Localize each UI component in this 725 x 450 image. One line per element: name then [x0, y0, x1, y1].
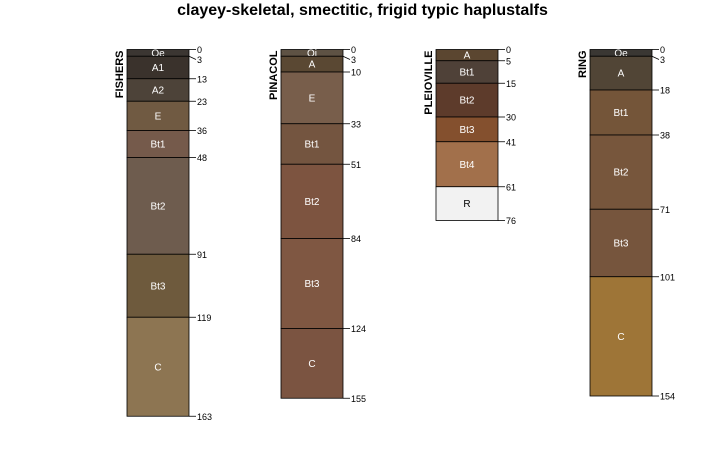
horizon-bt3 [435, 116, 499, 143]
horizon-bt1 [589, 89, 653, 136]
horizon-bt4 [435, 141, 499, 188]
horizon-label: Bt3 [304, 279, 319, 290]
depth-label: 15 [506, 79, 516, 89]
horizon-label: Oe [151, 48, 165, 59]
depth-label: 38 [660, 131, 670, 141]
profile-name: PLEIOVILLE [423, 51, 435, 115]
horizon-c [589, 276, 653, 397]
horizon-bt3 [280, 238, 344, 329]
horizon-label: A2 [152, 86, 165, 97]
depth-label: 36 [197, 126, 207, 136]
soil-profile-pinacol: PINACOL OiA E Bt1 Bt2 Bt3 C 03 10 33 51 84 124 155 [268, 45, 366, 404]
horizon-label: A [464, 51, 471, 62]
horizon-bt2 [589, 134, 653, 210]
horizon-label: R [463, 199, 470, 210]
depth-label: 41 [506, 137, 516, 147]
depth-label: 51 [351, 160, 361, 170]
depth-label: 5 [506, 56, 511, 66]
profile-name: FISHERS [114, 51, 126, 99]
depth-label: 124 [351, 324, 366, 334]
depth-label: 3 [197, 55, 202, 65]
depth-label: 0 [660, 45, 665, 55]
horizon-label: E [309, 93, 316, 104]
depth-tick [342, 55, 351, 60]
soil-profile-pleioville: PLEIOVILLE A Bt1 Bt2 Bt3 Bt4 R 05 15 30 41 61 76 [423, 45, 516, 226]
depth-label: 76 [506, 216, 516, 226]
horizon-c [126, 316, 190, 417]
horizon-label: Oe [614, 48, 628, 59]
horizon-label: C [308, 359, 315, 370]
depth-label: 84 [351, 234, 361, 244]
soil-profile-ring: RING Oe A Bt1 Bt2 Bt3 C 03 18 38 71 101 154 [577, 45, 675, 402]
horizon-label: Bt3 [613, 239, 628, 250]
depth-label: 154 [660, 392, 675, 402]
horizon-label: Bt2 [150, 201, 165, 212]
chart-title: clayey-skeletal, smectitic, frigid typic… [177, 2, 548, 19]
depth-label: 119 [197, 313, 211, 323]
depth-label: 3 [660, 55, 665, 65]
depth-label: 3 [351, 55, 356, 65]
depth-label: 18 [660, 86, 670, 96]
depth-label: 163 [197, 412, 212, 422]
depth-label: 33 [351, 119, 361, 129]
horizon-label: E [155, 111, 162, 122]
horizon-r [435, 186, 499, 221]
profile-name: RING [577, 51, 589, 79]
horizon-bt3 [589, 208, 653, 278]
horizon-label: Bt2 [459, 96, 474, 107]
soil-profile-fishers: FISHERS Oe A1 A2 E Bt1 Bt2 Bt3 C 03 13 23 36 48 91 119 1… [114, 45, 212, 422]
depth-label: 0 [197, 45, 202, 55]
horizon-label: Oi [307, 48, 317, 59]
depth-label: 23 [197, 97, 207, 107]
depth-label: 0 [351, 45, 356, 55]
horizon-label: Bt2 [304, 197, 319, 208]
depth-label: 0 [506, 45, 511, 55]
horizon-label: Bt4 [459, 160, 474, 171]
depth-tick [651, 55, 660, 60]
depth-label: 48 [197, 153, 207, 163]
depth-label: 101 [660, 272, 675, 282]
horizon-label: C [154, 362, 161, 373]
depth-label: 71 [660, 205, 670, 215]
horizon-label: Bt1 [150, 140, 165, 151]
horizon-label: Bt2 [613, 168, 628, 179]
horizon-e [280, 71, 344, 125]
depth-label: 155 [351, 394, 366, 404]
horizon-bt2 [126, 157, 190, 255]
depth-tick [188, 55, 197, 60]
horizon-label: Bt1 [304, 140, 319, 151]
profile-name: PINACOL [268, 50, 280, 100]
horizon-bt2 [280, 163, 344, 239]
depth-label: 61 [506, 182, 516, 192]
horizon-label: C [617, 332, 624, 343]
horizon-a [589, 55, 653, 91]
depth-label: 30 [506, 113, 516, 123]
horizon-label: A1 [152, 63, 165, 74]
horizon-c [280, 328, 344, 399]
depth-label: 10 [351, 68, 361, 78]
horizon-bt1 [126, 130, 190, 158]
horizon-bt2 [435, 82, 499, 118]
horizon-label: Bt1 [613, 108, 628, 119]
horizon-label: Bt1 [459, 68, 474, 79]
horizon-label: Bt3 [150, 281, 165, 292]
horizon-label: Bt3 [459, 125, 474, 136]
horizon-label: A [309, 60, 316, 71]
horizon-label: A [618, 69, 625, 80]
horizon-bt1 [280, 123, 344, 165]
depth-label: 13 [197, 74, 207, 84]
horizon-bt3 [126, 253, 190, 318]
depth-label: 91 [197, 250, 207, 260]
